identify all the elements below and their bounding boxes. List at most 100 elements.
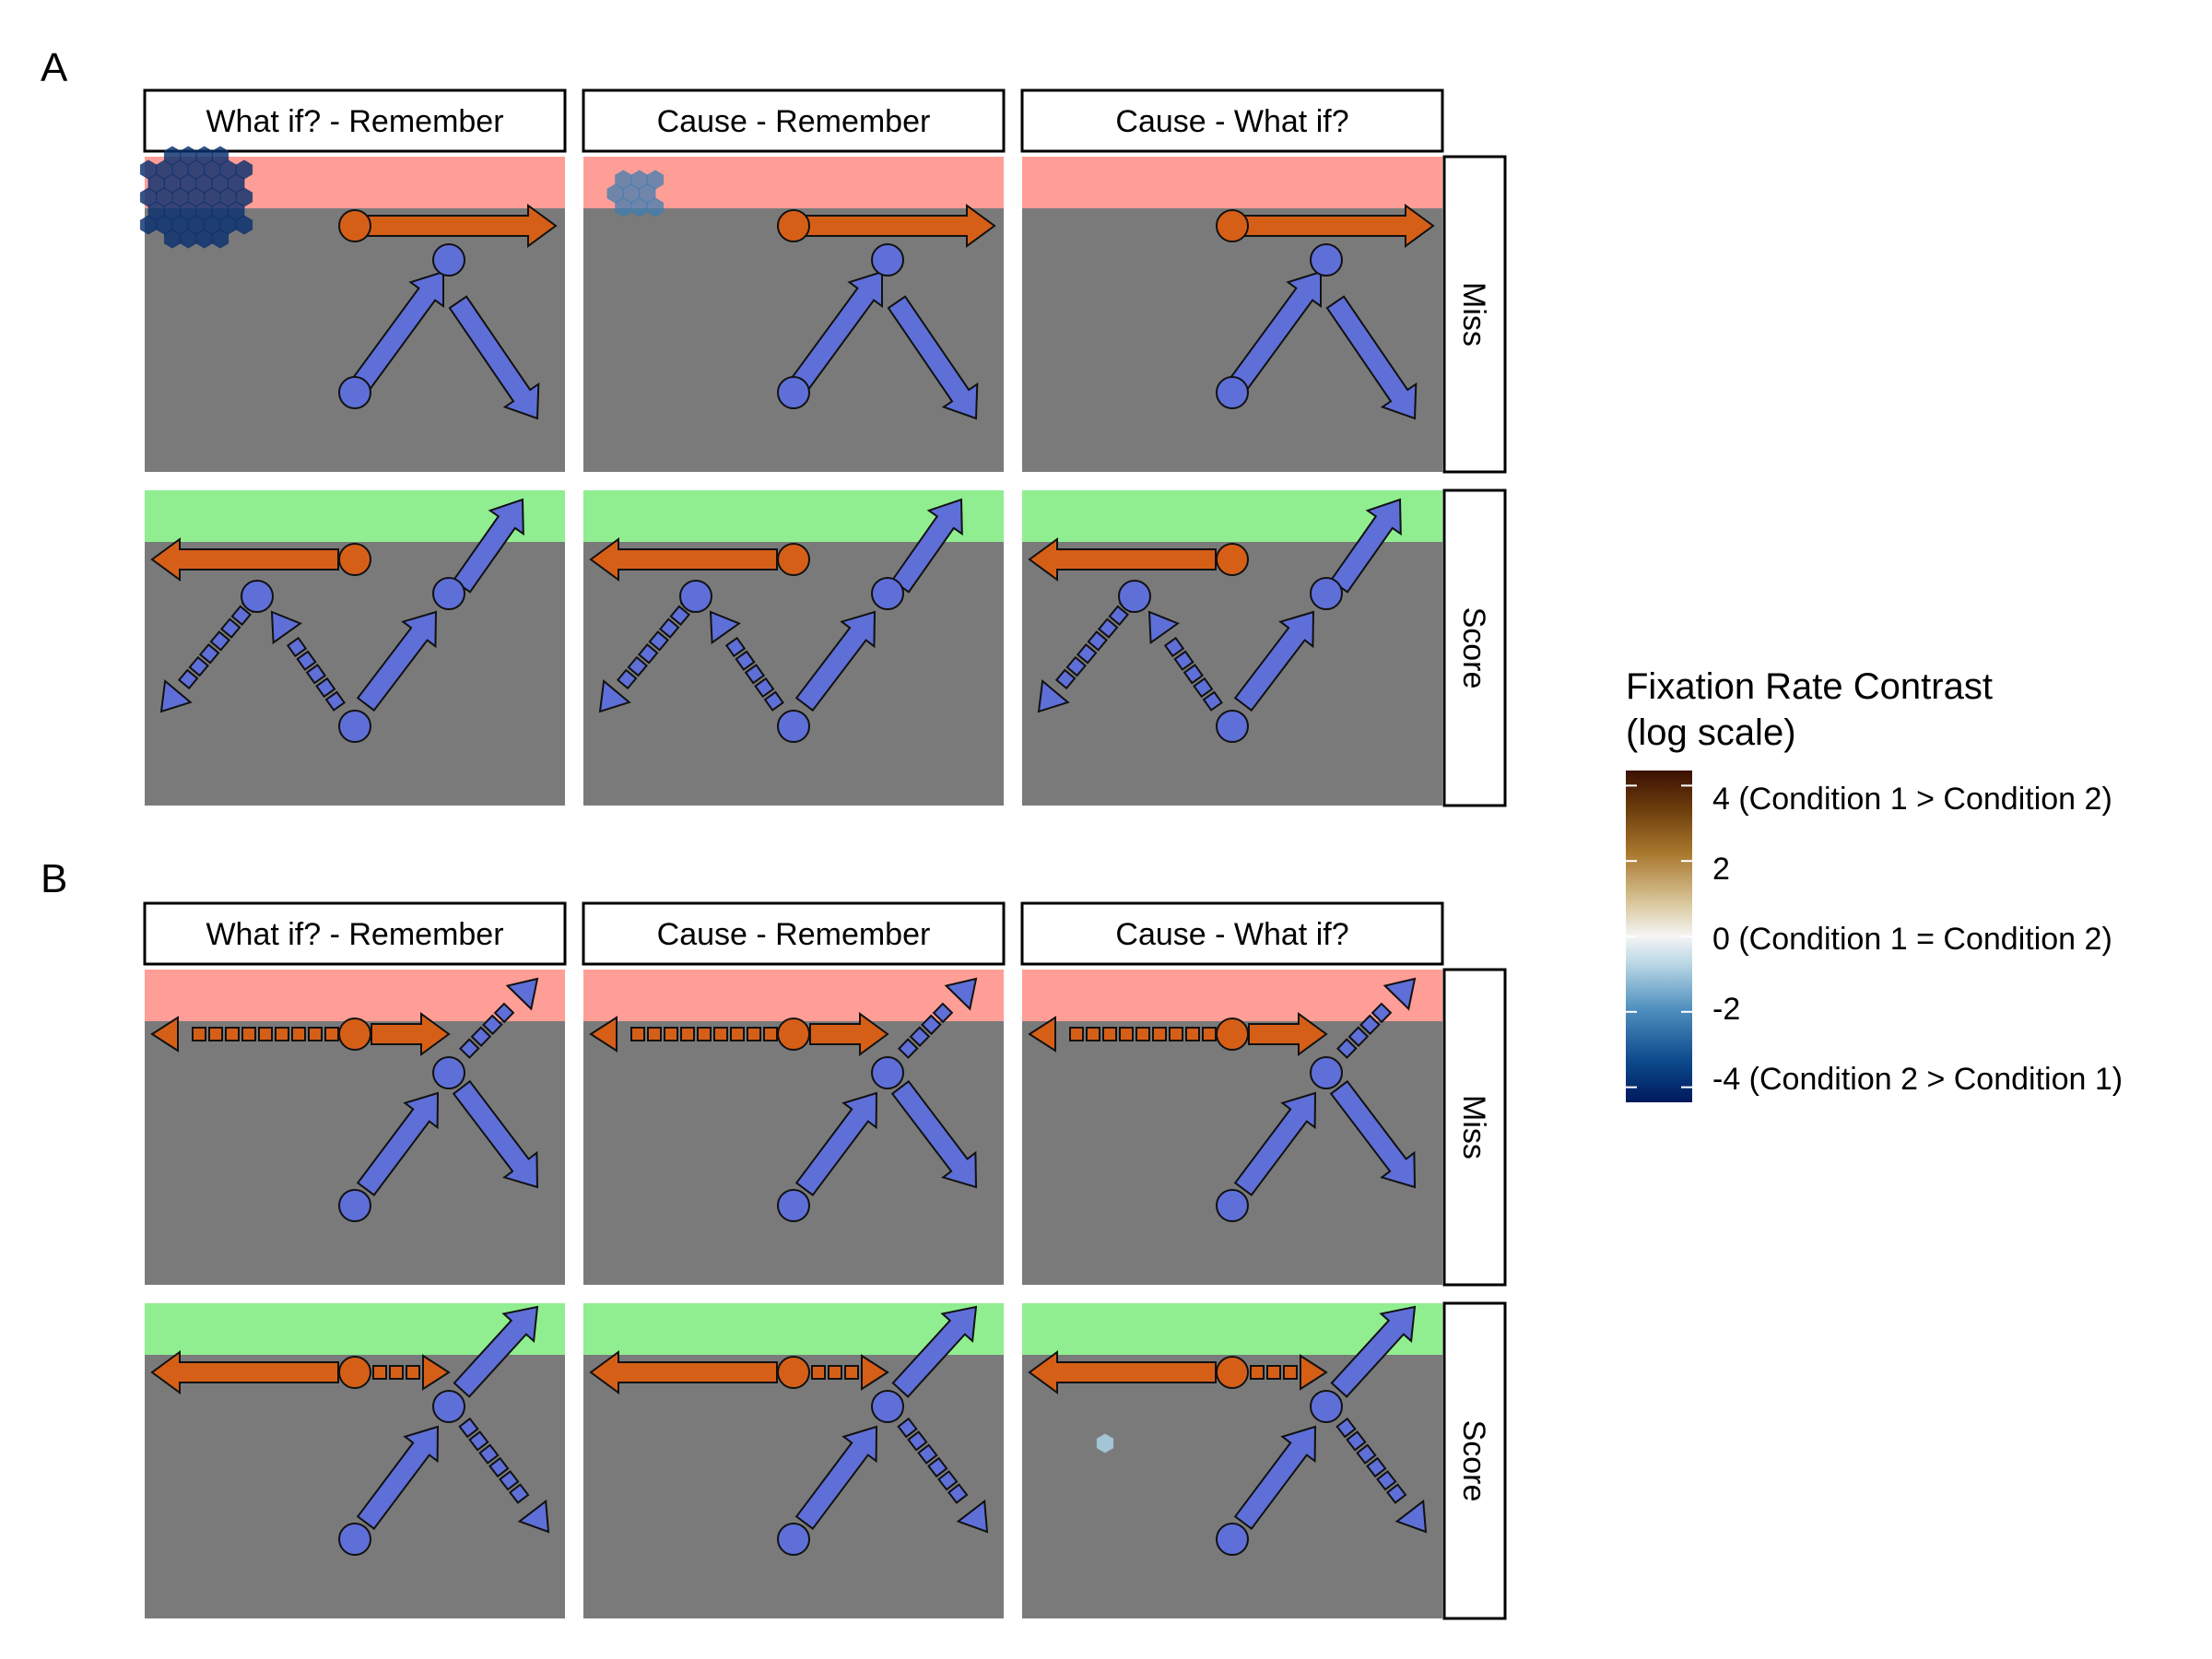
orange-arrow xyxy=(150,537,339,582)
heat-hex xyxy=(1096,1433,1114,1453)
dash-segment xyxy=(1069,1027,1084,1041)
dash-segment xyxy=(1266,1365,1281,1380)
facet-panel xyxy=(139,146,565,472)
dash-arrowhead xyxy=(709,610,741,645)
dash-segment xyxy=(697,1027,712,1041)
row-strip-label: Score xyxy=(1456,607,1491,689)
dash-segment xyxy=(1173,650,1194,671)
dash-segment xyxy=(458,1038,480,1059)
facet-panel xyxy=(1022,157,1442,472)
dash-segment xyxy=(1163,636,1185,658)
blue-dashed-arrow xyxy=(458,977,539,1059)
legend-title-line1: Fixation Rate Contrast xyxy=(1626,666,1993,707)
blue-arrow xyxy=(1233,610,1315,712)
dash-arrowhead xyxy=(159,679,193,713)
orange-ball xyxy=(777,1356,810,1389)
dash-segment xyxy=(927,1456,948,1478)
dash-segment xyxy=(315,677,336,699)
orange-arrow xyxy=(150,1350,339,1394)
column-strip: Cause - Remember xyxy=(582,901,1006,966)
dash-segment xyxy=(1108,605,1129,627)
row-strip-label: Miss xyxy=(1456,1095,1491,1159)
dash-segment xyxy=(1102,1027,1117,1041)
blue-ball xyxy=(432,1056,465,1089)
orange-ball xyxy=(338,543,371,576)
dash-segment xyxy=(897,1417,918,1439)
row-strip: Score xyxy=(1442,1301,1507,1620)
blue-dashed-arrow xyxy=(897,977,978,1059)
dash-segment xyxy=(188,655,209,677)
blue-arrow xyxy=(887,295,979,420)
blue-arrow xyxy=(783,270,883,400)
blue-dashed-arrow xyxy=(709,610,784,712)
facet-panels: What if? - Remember Cause - Remember Cause… xyxy=(139,88,1507,1620)
dash-segment xyxy=(637,643,659,665)
blue-ball xyxy=(777,1189,810,1222)
heat-hex xyxy=(235,215,253,235)
blue-arrow xyxy=(1233,1425,1317,1531)
dash-arrowhead xyxy=(1382,977,1417,1011)
dash-segment xyxy=(897,1038,919,1059)
blue-ball xyxy=(1216,376,1249,409)
blue-arrow xyxy=(890,1079,978,1189)
dash-segment xyxy=(225,1027,240,1041)
dash-arrowhead xyxy=(944,977,978,1011)
dash-segment xyxy=(1202,1027,1217,1041)
dash-segment xyxy=(735,650,756,671)
column-strip-box xyxy=(143,88,567,153)
dash-segment xyxy=(1152,1027,1167,1041)
blue-arrow xyxy=(1325,295,1418,420)
dash-segment xyxy=(647,1027,662,1041)
blue-ball xyxy=(1216,710,1249,743)
blue-arrow xyxy=(1329,498,1402,594)
column-strip: Cause - What if? xyxy=(1020,88,1444,153)
dash-segment xyxy=(1356,1443,1377,1465)
heat-hex xyxy=(195,229,213,249)
blue-ball xyxy=(1310,577,1343,610)
orange-dashed-arrow xyxy=(372,1354,451,1391)
column-strip: What if? - Remember xyxy=(143,901,567,966)
blue-dashed-arrow xyxy=(458,1417,550,1534)
dash-segment xyxy=(468,1430,489,1452)
column-strip-label: Cause - Remember xyxy=(657,104,931,139)
orange-arrow xyxy=(589,537,778,582)
dash-segment xyxy=(1250,1365,1265,1380)
orange-ball xyxy=(1216,209,1249,242)
heat-hex xyxy=(139,215,158,235)
dash-segment xyxy=(478,1443,500,1465)
legend-ticks xyxy=(1626,784,1692,1088)
dash-segment xyxy=(730,1027,745,1041)
facet-panel xyxy=(1022,1303,1442,1618)
dash-arrowhead xyxy=(270,610,302,645)
dash-segment xyxy=(1376,1470,1397,1491)
dash-segment xyxy=(1346,1430,1367,1452)
dash-segment xyxy=(1366,1456,1387,1478)
dash-segment xyxy=(241,1027,256,1041)
dash-segment xyxy=(482,1014,503,1036)
heat-hex xyxy=(646,197,665,218)
row-strip: Score xyxy=(1442,488,1507,807)
dash-segment xyxy=(1054,668,1077,690)
dash-arrowhead xyxy=(517,1499,550,1534)
dash-segment xyxy=(488,1456,510,1478)
heat-hex xyxy=(180,229,197,249)
facet-panel xyxy=(145,490,565,806)
row-strip: Miss xyxy=(1442,155,1507,474)
row-strip-label: Miss xyxy=(1456,282,1491,347)
dash-segment xyxy=(208,1027,223,1041)
dash-segment xyxy=(844,1365,859,1380)
column-strip-box xyxy=(143,901,567,966)
blue-arrow xyxy=(891,1305,978,1398)
dash-segment xyxy=(630,1027,645,1041)
column-strip-box xyxy=(582,901,1006,966)
orange-arrow xyxy=(1028,537,1217,582)
dash-segment xyxy=(917,1443,938,1465)
blue-dashed-arrow xyxy=(1335,1417,1428,1534)
orange-ball xyxy=(338,1018,371,1051)
legend-label-neg4: -4 (Condition 2 > Condition 1) xyxy=(1712,1062,2123,1097)
panel-block-b: What if? - Remember Cause - Remember Cause… xyxy=(143,901,1507,1620)
dash-arrowhead xyxy=(1028,1016,1056,1053)
column-strip-box xyxy=(1020,88,1444,153)
blue-ball xyxy=(1216,1523,1249,1556)
